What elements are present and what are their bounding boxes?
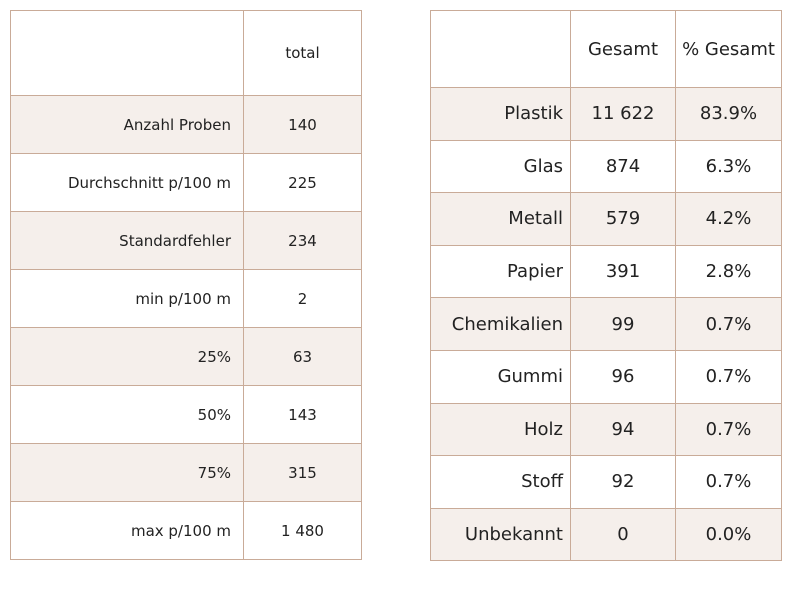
table-row: min p/100 m 2 — [10, 269, 362, 328]
material-percent: 6.3% — [675, 139, 782, 194]
row-value: 1 480 — [243, 501, 362, 560]
row-label: 50% — [10, 385, 244, 444]
table-row: Papier 391 2.8% — [430, 244, 782, 299]
row-value: 234 — [243, 211, 362, 270]
material-total: 94 — [570, 402, 676, 457]
table-row: Unbekannt 0 0.0% — [430, 507, 782, 562]
row-label: 25% — [10, 327, 244, 386]
table-row: 75% 315 — [10, 443, 362, 502]
material-label: Unbekannt — [430, 507, 571, 562]
header-gesamt: Gesamt — [570, 10, 676, 88]
table-row: 50% 143 — [10, 385, 362, 444]
material-percent: 83.9% — [675, 87, 782, 141]
row-value: 63 — [243, 327, 362, 386]
table-row: max p/100 m 1 480 — [10, 501, 362, 560]
row-label: Durchschnitt p/100 m — [10, 153, 244, 212]
row-value: 315 — [243, 443, 362, 502]
material-percent: 0.7% — [675, 297, 782, 351]
table-row: 25% 63 — [10, 327, 362, 386]
table-row: Standardfehler 234 — [10, 211, 362, 270]
material-total: 391 — [570, 244, 676, 299]
table-row: Plastik 11 622 83.9% — [430, 87, 782, 141]
table-row: Anzahl Proben 140 — [10, 95, 362, 154]
material-label: Stoff — [430, 455, 571, 509]
table-header-row: Gesamt % Gesamt — [430, 10, 782, 88]
header-percent-gesamt: % Gesamt — [675, 10, 782, 88]
material-percent: 4.2% — [675, 192, 782, 246]
table-row: Glas 874 6.3% — [430, 139, 782, 194]
material-label: Papier — [430, 244, 571, 299]
material-total: 11 622 — [570, 87, 676, 141]
material-total: 96 — [570, 349, 676, 404]
material-label: Chemikalien — [430, 297, 571, 351]
material-total: 99 — [570, 297, 676, 351]
material-label: Metall — [430, 192, 571, 246]
summary-statistics-table: total Anzahl Proben 140 Durchschnitt p/1… — [10, 10, 362, 560]
material-percent: 0.7% — [675, 349, 782, 404]
material-percent: 0.7% — [675, 455, 782, 509]
header-total: total — [243, 10, 362, 96]
material-percent: 2.8% — [675, 244, 782, 299]
row-label: min p/100 m — [10, 269, 244, 328]
table-row: Gummi 96 0.7% — [430, 349, 782, 404]
material-label: Glas — [430, 139, 571, 194]
material-percent: 0.0% — [675, 507, 782, 562]
row-value: 143 — [243, 385, 362, 444]
table-row: Chemikalien 99 0.7% — [430, 297, 782, 351]
row-label: Anzahl Proben — [10, 95, 244, 154]
row-value: 140 — [243, 95, 362, 154]
row-label: 75% — [10, 443, 244, 502]
row-label: Standardfehler — [10, 211, 244, 270]
material-total: 0 — [570, 507, 676, 562]
row-value: 2 — [243, 269, 362, 328]
header-corner-cell — [10, 10, 244, 96]
material-total: 579 — [570, 192, 676, 246]
table-row: Holz 94 0.7% — [430, 402, 782, 457]
material-label: Plastik — [430, 87, 571, 141]
table-row: Metall 579 4.2% — [430, 192, 782, 246]
table-row: Durchschnitt p/100 m 225 — [10, 153, 362, 212]
material-total: 92 — [570, 455, 676, 509]
material-total: 874 — [570, 139, 676, 194]
material-label: Gummi — [430, 349, 571, 404]
table-header-row: total — [10, 10, 362, 96]
row-label: max p/100 m — [10, 501, 244, 560]
material-label: Holz — [430, 402, 571, 457]
material-totals-table: Gesamt % Gesamt Plastik 11 622 83.9% Gla… — [430, 10, 782, 562]
material-percent: 0.7% — [675, 402, 782, 457]
table-row: Stoff 92 0.7% — [430, 455, 782, 509]
header-corner-cell — [430, 10, 571, 88]
row-value: 225 — [243, 153, 362, 212]
